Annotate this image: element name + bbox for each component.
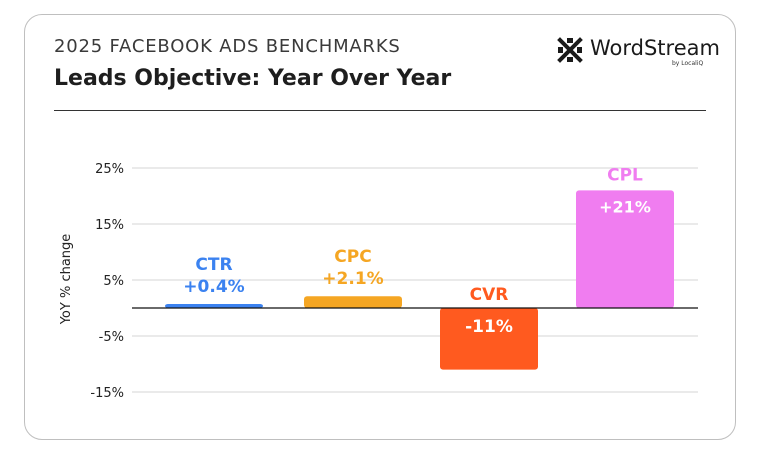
brand-name: WordStream [590, 36, 720, 60]
chart-supertitle: 2025 FACEBOOK ADS BENCHMARKS [54, 36, 401, 57]
y-tick-label: 15% [95, 218, 124, 233]
bar-cpc [304, 296, 402, 308]
bar-cpl [576, 190, 674, 308]
category-label: CTR [195, 255, 232, 275]
category-label: CPC [334, 247, 371, 267]
y-tick-label: -15% [90, 386, 124, 401]
bar-ctr [165, 304, 263, 308]
y-axis-label: YoY % change [59, 234, 74, 326]
wordstream-logo-icon [557, 37, 583, 63]
y-tick-label: 25% [95, 162, 124, 177]
category-label: CPL [607, 165, 643, 185]
bar-cvr [440, 308, 538, 370]
data-label: +0.4% [183, 277, 244, 297]
chart-title: Leads Objective: Year Over Year [54, 66, 452, 91]
y-tick-label: 5% [103, 274, 124, 289]
brand-subtext: by LocaliQ [672, 60, 704, 67]
data-label: +21% [599, 197, 651, 216]
y-tick-label: -5% [99, 330, 124, 345]
header-divider [54, 110, 706, 111]
category-label: CVR [470, 285, 509, 305]
data-label: -11% [465, 317, 513, 337]
data-label: +2.1% [322, 269, 383, 289]
brand-logo: WordStream by LocaliQ [556, 36, 720, 70]
